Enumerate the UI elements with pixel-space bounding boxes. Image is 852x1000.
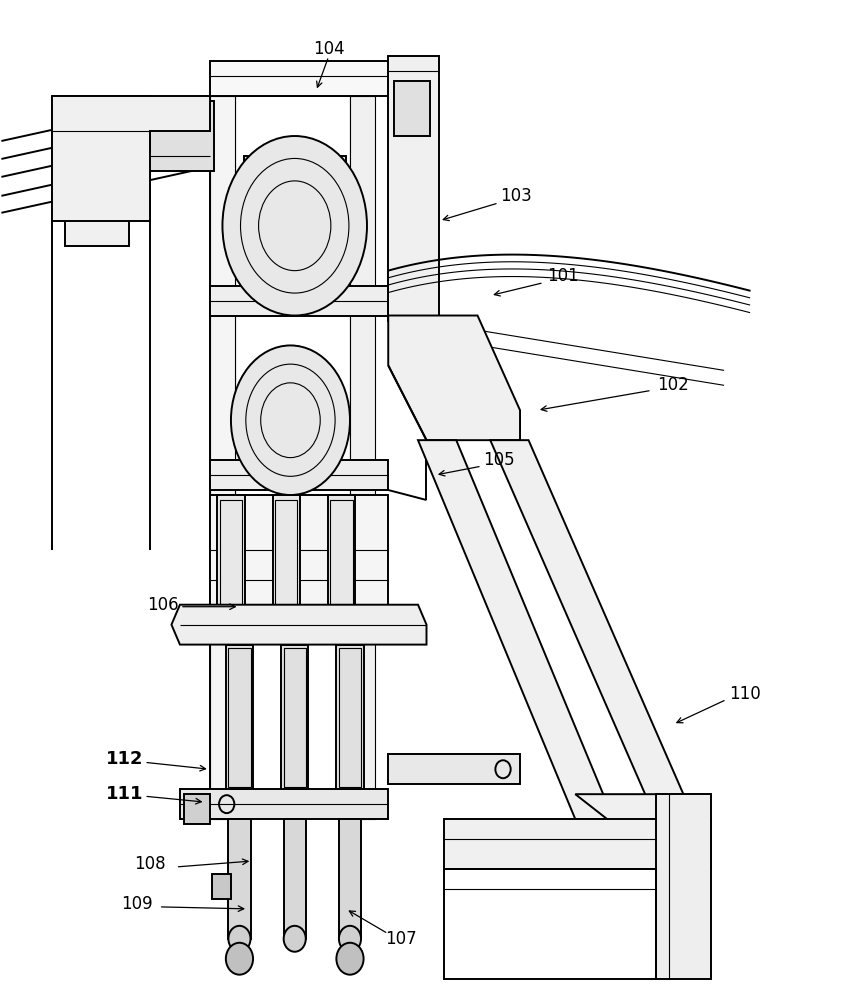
Polygon shape (417, 440, 613, 819)
Polygon shape (490, 440, 694, 819)
Text: 103: 103 (499, 187, 531, 205)
Bar (65, 156, 129, 246)
Polygon shape (210, 96, 235, 819)
Bar (228, 648, 250, 787)
Polygon shape (180, 789, 388, 819)
Bar (336, 645, 363, 789)
Text: 112: 112 (106, 750, 143, 768)
Bar (212, 874, 231, 899)
Circle shape (228, 926, 250, 952)
Text: 106: 106 (147, 596, 179, 614)
Text: 108: 108 (135, 855, 166, 873)
Circle shape (338, 926, 360, 952)
Ellipse shape (222, 136, 366, 316)
Ellipse shape (231, 345, 349, 495)
Text: 110: 110 (728, 685, 760, 703)
Bar (338, 648, 360, 787)
Text: 105: 105 (482, 451, 514, 469)
Bar (273, 495, 299, 610)
Bar (244, 156, 345, 231)
Bar (184, 794, 210, 824)
Polygon shape (210, 286, 388, 316)
Text: 102: 102 (656, 376, 688, 394)
Bar (146, 101, 214, 171)
Bar (281, 645, 308, 789)
Polygon shape (171, 605, 426, 645)
Bar (226, 645, 253, 789)
Bar (394, 81, 429, 136)
Polygon shape (210, 61, 417, 96)
Text: 109: 109 (122, 895, 153, 913)
Polygon shape (52, 96, 210, 221)
Text: 107: 107 (385, 930, 417, 948)
Bar (133, 126, 150, 151)
Text: 101: 101 (546, 267, 578, 285)
Polygon shape (210, 495, 388, 610)
Bar (327, 495, 354, 610)
Bar (284, 819, 305, 939)
Bar (330, 500, 352, 605)
Polygon shape (574, 794, 694, 824)
Polygon shape (443, 819, 711, 869)
Bar (228, 819, 250, 939)
Text: 111: 111 (106, 785, 143, 803)
Polygon shape (388, 754, 520, 784)
Polygon shape (210, 460, 388, 490)
Polygon shape (349, 96, 375, 819)
Bar (220, 500, 242, 605)
Circle shape (226, 943, 253, 975)
Bar (338, 819, 360, 939)
Polygon shape (655, 794, 711, 979)
Text: 104: 104 (313, 40, 344, 58)
Circle shape (336, 943, 363, 975)
Circle shape (284, 926, 305, 952)
Bar (284, 648, 305, 787)
Polygon shape (388, 316, 520, 440)
Bar (275, 500, 296, 605)
Polygon shape (388, 56, 439, 320)
Bar (217, 495, 245, 610)
